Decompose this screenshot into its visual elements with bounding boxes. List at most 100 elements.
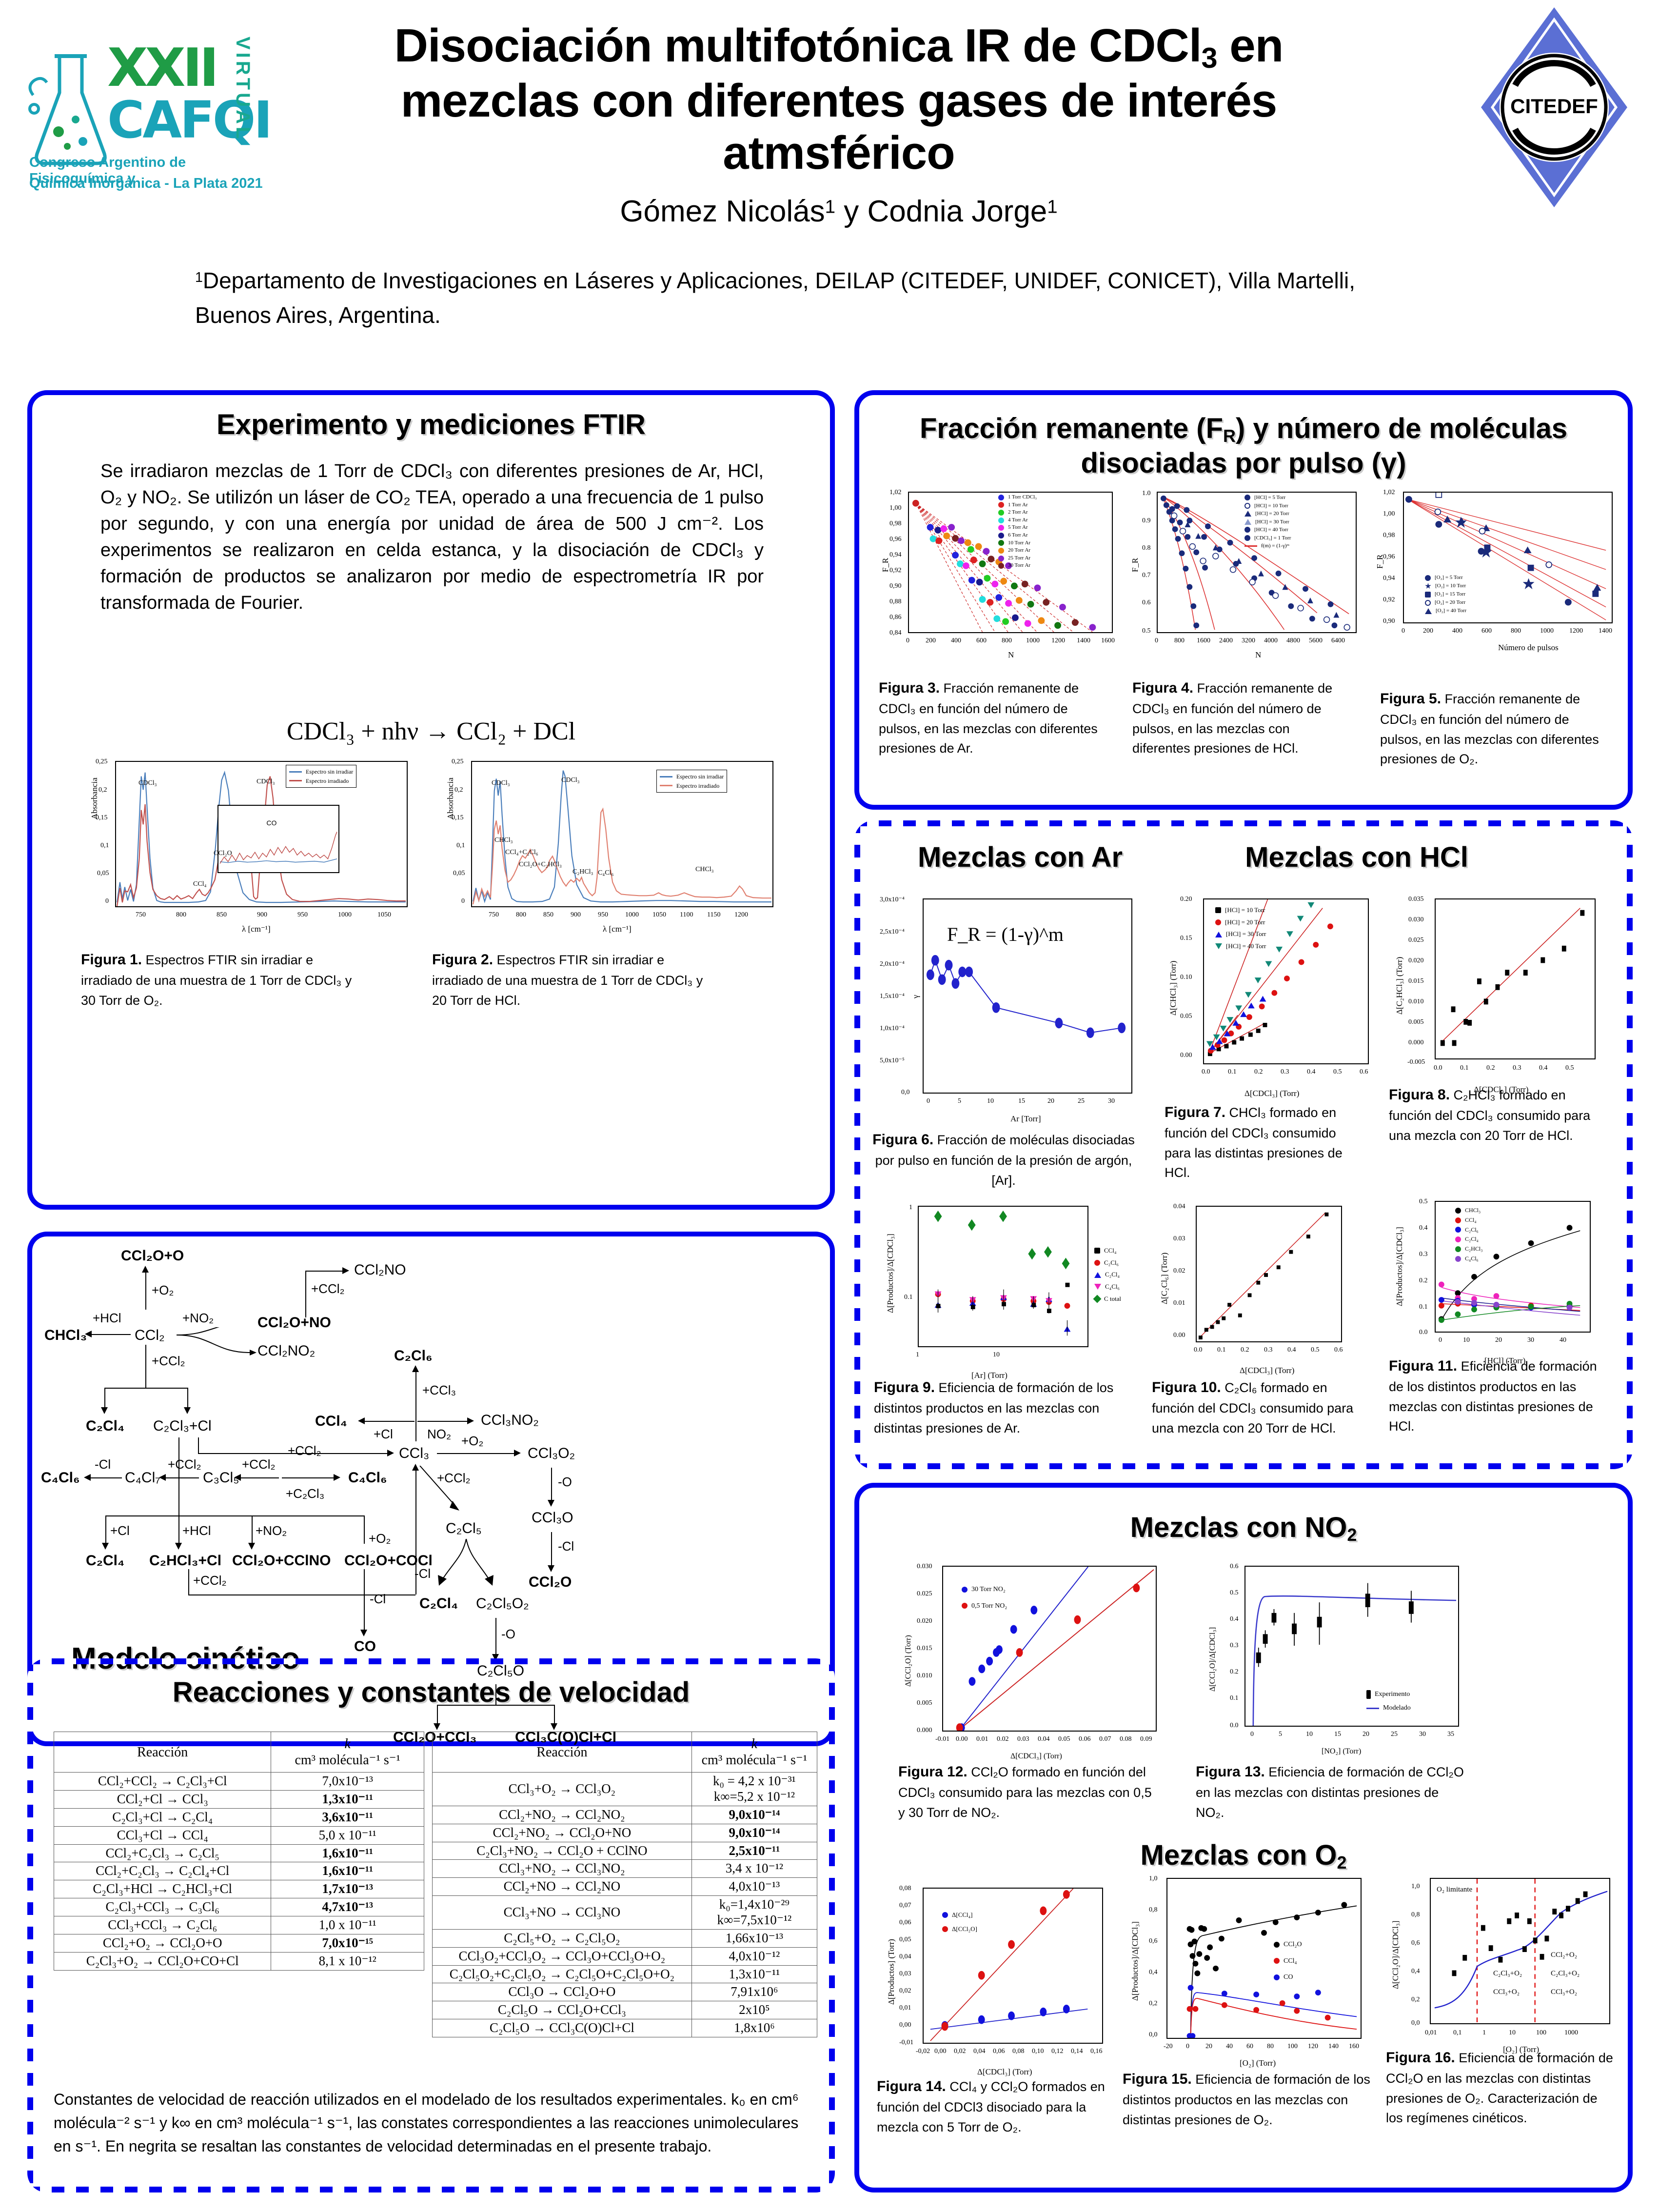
legend-marker-ccl4 [1094, 1248, 1100, 1254]
node-c2cl6: C₂Cl₆ [394, 1348, 433, 1364]
panel-ar-hcl: Mezclas con Ar Mezclas con HCl F_R = [854, 820, 1633, 1469]
figure-6-caption-label: Figura 6. [872, 1132, 934, 1148]
legend-marker-modelado [1366, 1707, 1379, 1709]
figure-12-ytick: 0.000 [917, 1727, 932, 1734]
figure-5-xtick: 600 [1481, 627, 1492, 635]
figure-14-xtick: 0,16 [1090, 2048, 1103, 2055]
figure-16-caption-text: Eficiencia de formación de CCl₂O en las … [1386, 2051, 1613, 2125]
figure-13-curve [1252, 1583, 1457, 1726]
figure-13-xtick: 10 [1306, 1731, 1313, 1738]
figure-5-ytick: 0,90 [1383, 618, 1395, 625]
table-row: C₂Cl₅O₂+C₂Cl₅O₂ → C₂Cl₅O+C₂Cl₅O+O₂ 1,3x10… [432, 1965, 818, 1984]
figure-11-caption-label: Figura 11. [1389, 1358, 1458, 1374]
reaction-cell: C₂Cl₅O → CCl₂O+CCl₃ [432, 2001, 692, 2020]
cafqi-name: CAFQI [107, 90, 273, 150]
figure-4-ytick: 0.9 [1142, 517, 1151, 524]
figure-16-ytick: 0,2 [1411, 1996, 1420, 2003]
rate-constant-cell: 8,1 x 10⁻¹² [271, 1952, 424, 1971]
node-c2cl4-b: C₂Cl₄ [86, 1553, 125, 1569]
figure-6: F_R = (1-γ)^m γ Ar [Torr] 3,0x10⁻⁴ 2,5x1… [869, 894, 1142, 1128]
edge-label-no2-c: +NO₂ [256, 1523, 287, 1538]
legend-label-hcl30: [HCl] = 30 Torr [1226, 930, 1266, 938]
figure-10-xtick: 0.1 [1217, 1346, 1226, 1354]
figure-14-xtick: 0,02 [954, 2048, 966, 2055]
edge-label-c2cl3: +C₂Cl₃ [286, 1486, 325, 1501]
figure-13-xtick: 5 [1279, 1731, 1282, 1738]
reaction-cell: CCl₂+C₂Cl₃ → C₂Cl₅ [53, 1844, 272, 1863]
figure-12-xtick: 0.02 [997, 1735, 1009, 1743]
figure-5-plot [1403, 491, 1613, 623]
figure-14-xtick: 0,06 [993, 2048, 1005, 2055]
affiliation: 1Departamento de Investigaciones en Láse… [195, 263, 1404, 333]
figure-8-plot [1435, 898, 1596, 1059]
node-c3cl5: C₃Cl₅ [203, 1470, 239, 1486]
figure-10-caption-label: Figura 10. [1152, 1379, 1221, 1395]
figure-6-series [926, 955, 1126, 1038]
rate-constant-cell: 9,0x10⁻¹⁴ [691, 1823, 818, 1842]
figure-13-ytick: 0.5 [1230, 1589, 1239, 1596]
figure-1-annotation: CCl₄ [193, 880, 207, 888]
figure-11-curves [1438, 1225, 1580, 1323]
figure-5-caption: Figura 5. Fracción remanente de CDCl₃ en… [1380, 688, 1600, 769]
legend-marker-fit [1244, 545, 1257, 547]
legend-marker-o2-20 [1425, 599, 1431, 606]
figure-8-points [1440, 908, 1585, 1046]
node-ccl2o-cocl: CCl₂O+COCl [344, 1553, 433, 1569]
svg-text:CITEDEF: CITEDEF [1510, 95, 1598, 118]
figure-2-ytick: 0,15 [452, 814, 464, 821]
legend-label-c2hcl3: C₂HCl₃ [1465, 1245, 1483, 1253]
rate-constant-cell: 1,8x10⁶ [691, 2019, 818, 2037]
fraccion-title-sub: R [1223, 425, 1236, 446]
edge-label-o2-c: +O₂ [461, 1434, 484, 1448]
reaction-cell: CCl₃+NO₂ → CCl₃NO₂ [432, 1859, 692, 1878]
reaction-cell: CCl₂+O₂ → CCl₂O+O [53, 1933, 272, 1953]
table-row: C₂Cl₃+NO₂ → CCl₂O + CClNO 2,5x10⁻¹¹ [432, 1841, 818, 1860]
table-header-k: k cm³ molécula⁻¹ s⁻¹ [691, 1731, 818, 1773]
figure-1-annotation: CDCl₃ [257, 778, 275, 785]
figure-9-legend: CCl₄ C₂Cl₆ C₂Cl₄ C₄Cl₆ C total [1093, 1245, 1121, 1305]
legend-label-c2cl4: C₂Cl₄ [1465, 1236, 1479, 1243]
figure-14-xtick: -0,02 [916, 2048, 930, 2055]
legend-marker-irradiated [289, 780, 302, 782]
table-row: CCl₂+C₂Cl₃ → C₂Cl₄+Cl 1,6x10⁻¹¹ [53, 1862, 424, 1881]
figure-4-xtick: 800 [1174, 637, 1185, 644]
fraccion-title-c: disociadas por pulso (γ) [1081, 447, 1406, 479]
figure-2-xlabel: λ [cm⁻¹] [603, 924, 632, 934]
figure-16-caption: Figura 16. Eficiencia de formación de CC… [1386, 2047, 1615, 2128]
table-row: CCl₂+O₂ → CCl₂O+O 7,0x10⁻¹⁵ [53, 1933, 424, 1953]
figure-1-ytick: 0,1 [100, 842, 109, 849]
figure-14-ytick: 0,07 [899, 1902, 911, 1909]
table-row: CCl₂+NO₂ → CCl₂O+NO 9,0x10⁻¹⁴ [432, 1823, 818, 1842]
figure-16-ytick: 1,0 [1411, 1883, 1420, 1890]
figure-8-xtick: 0.2 [1486, 1064, 1495, 1072]
figure-14-ytick: 0,06 [899, 1919, 911, 1926]
figure-2-ylabel-text: Absorbancia [446, 777, 455, 819]
figure-15-xtick: 60 [1246, 2043, 1253, 2050]
title-line-2: mezclas con diferentes gases de interés [400, 74, 1277, 127]
table-header-k-units: cm³ molécula⁻¹ s⁻¹ [295, 1753, 400, 1768]
figure-7-plot [1203, 898, 1369, 1064]
legend-label-experimento: Experimento [1375, 1691, 1410, 1698]
figure-5-ytick: 0,94 [1383, 575, 1395, 582]
node-c2hcl3-cl: C₂HCl₃+Cl [149, 1553, 222, 1569]
figure-10-xlabel: Δ[CDCl₃] (Torr) [1240, 1366, 1295, 1375]
rate-constant-cell: 2x10⁵ [691, 2001, 818, 2020]
figure-11-xtick: 0 [1439, 1336, 1442, 1344]
figure-1-ytick: 0,05 [97, 870, 109, 877]
legend-marker-cdcl3 [1244, 535, 1250, 541]
figure-4-xtick: 3200 [1242, 637, 1255, 644]
edge-label-minus-cl: -Cl [95, 1457, 111, 1472]
figure-8-ytick: 0.030 [1408, 916, 1424, 923]
figure-3-caption-text: Fracción remanente de CDCl₃ en función d… [879, 681, 1098, 756]
figure-5-xtick: 800 [1511, 627, 1521, 635]
figure-4-xlabel: N [1255, 650, 1262, 659]
figure-1-xlabel: λ [cm⁻¹] [242, 924, 271, 934]
legend-marker-hcl30 [1244, 518, 1251, 525]
legend-marker-c2cl6 [1094, 1260, 1100, 1266]
legend-label-irradiated: Espectro irradiado [676, 782, 720, 789]
legend-label-2: 1 Torr Ar [1008, 501, 1028, 508]
figure-13-ytick: 0.1 [1230, 1694, 1239, 1702]
edge-label-cl: +Cl [374, 1427, 393, 1441]
figure-7-xlabel: Δ[CDCl₃] (Torr) [1244, 1089, 1300, 1098]
figure-3-xtick: 1200 [1051, 637, 1065, 644]
